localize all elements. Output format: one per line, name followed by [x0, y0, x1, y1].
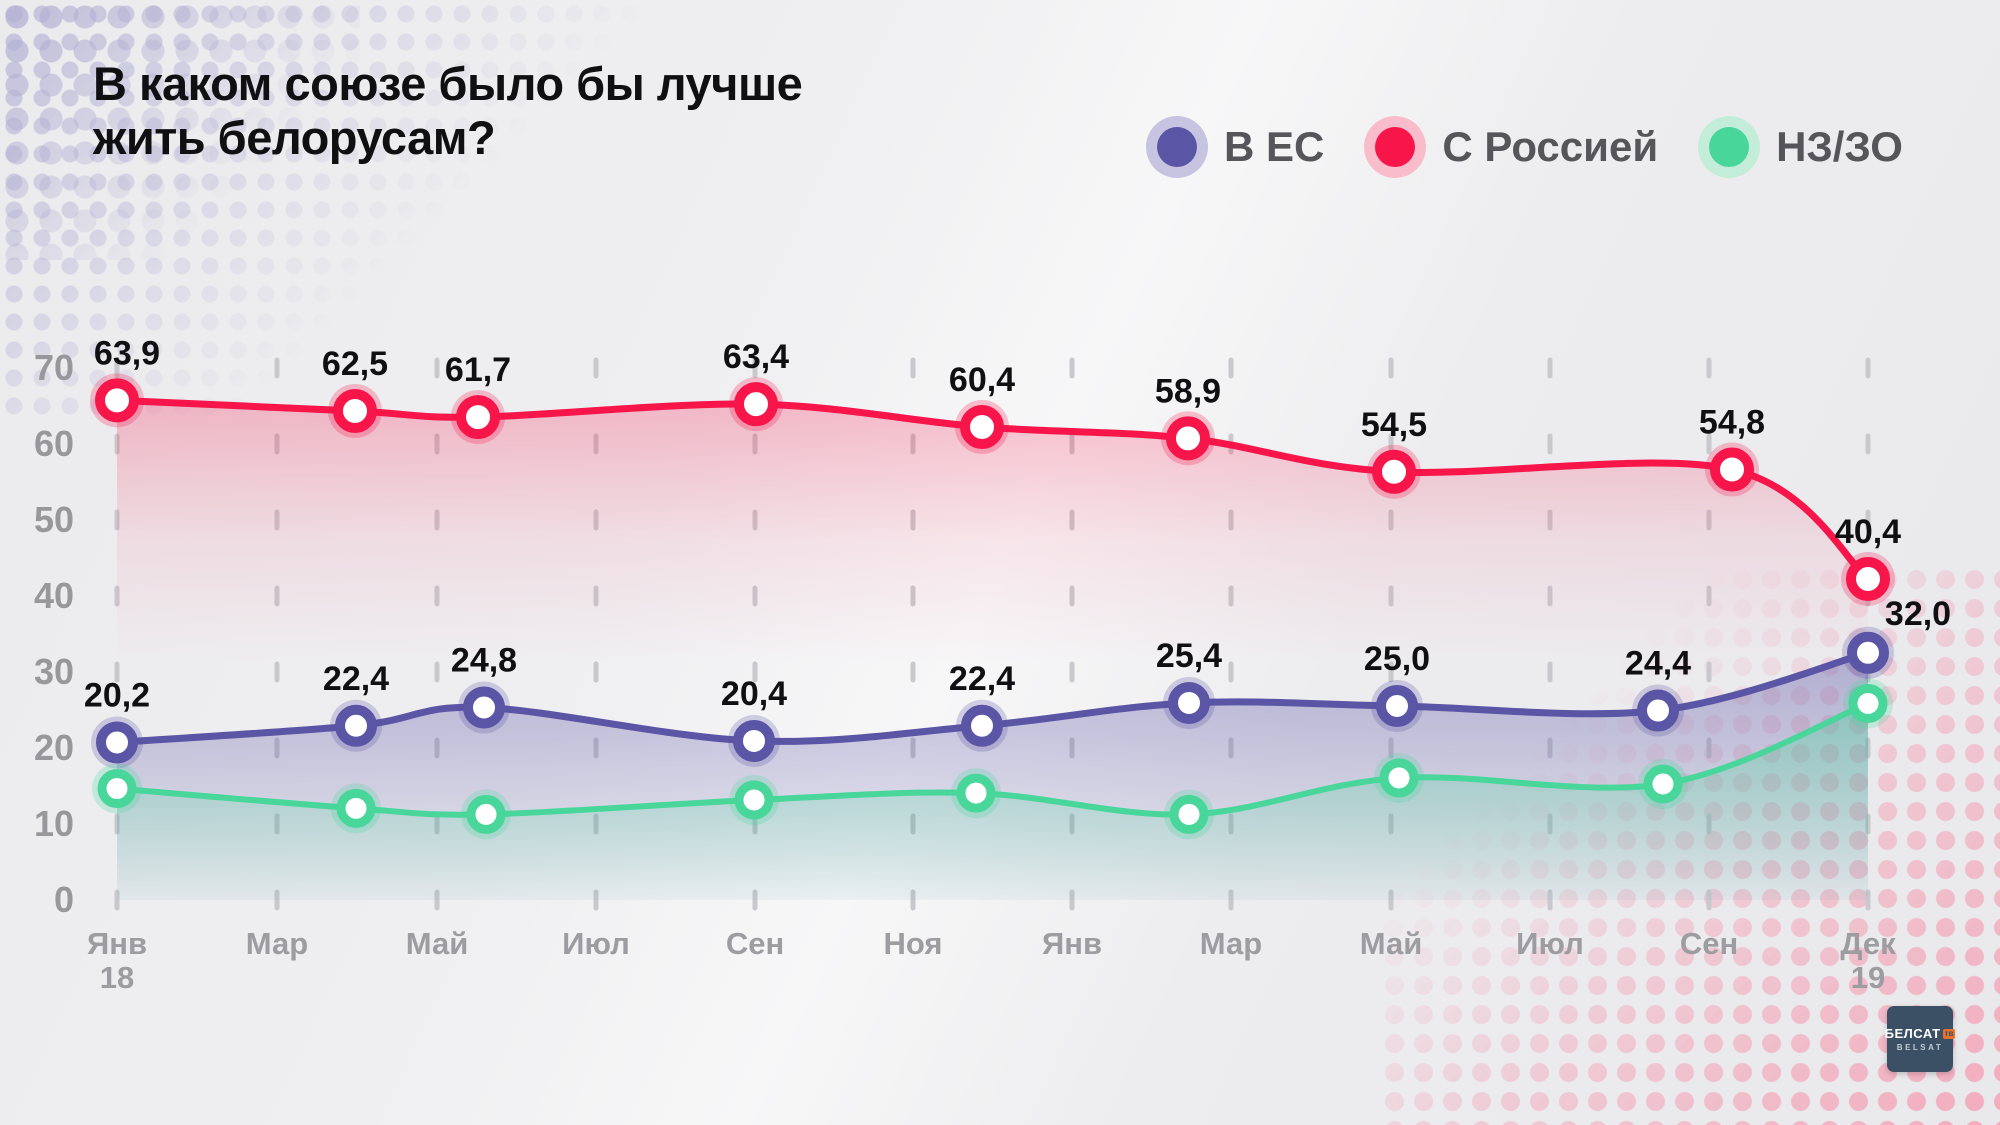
- belsat-logo-tv-badge: тв: [1942, 1028, 1956, 1039]
- legend-marker-eu-icon: [1146, 116, 1208, 178]
- data-label: 63,4: [723, 338, 789, 376]
- page-title-line1: В каком союзе было бы лучше: [93, 57, 803, 110]
- data-label: 25,0: [1364, 640, 1430, 678]
- y-tick-label: 70: [34, 347, 74, 388]
- legend: В ЕС С Россией НЗ/ЗО: [1146, 116, 1903, 178]
- data-label: 24,8: [451, 642, 517, 680]
- x-tick-year: 18: [100, 960, 134, 995]
- point-1-3: [728, 714, 780, 767]
- legend-item-russia: С Россией: [1364, 116, 1658, 178]
- data-label: 62,5: [322, 345, 388, 383]
- data-label: 20,2: [84, 676, 150, 714]
- point-2-7: [1638, 759, 1688, 809]
- y-tick-label: 40: [34, 575, 74, 616]
- point-1-2: [458, 681, 510, 734]
- data-label: 63,9: [94, 334, 160, 372]
- data-label: 20,4: [721, 675, 787, 713]
- x-tick-label: Мар: [246, 926, 308, 961]
- y-tick-label: 0: [54, 879, 74, 920]
- legend-marker-russia-icon: [1364, 116, 1427, 178]
- x-tick-label: Июл: [1516, 926, 1584, 961]
- point-1-1: [330, 699, 382, 752]
- point-1-5: [1163, 676, 1215, 729]
- point-2-3: [729, 774, 779, 825]
- page-title: В каком союзе было бы лучше жить белорус…: [93, 57, 803, 165]
- point-0-3: [729, 377, 783, 432]
- point-0-1: [328, 384, 382, 438]
- x-tick-label: Июл: [562, 926, 630, 961]
- point-0-0: [90, 373, 144, 428]
- y-tick-label: 60: [34, 423, 74, 464]
- x-tick-year: 19: [1851, 960, 1885, 995]
- legend-item-dk: НЗ/ЗО: [1698, 116, 1903, 178]
- data-label: 54,5: [1361, 406, 1427, 444]
- point-1-7: [1632, 684, 1684, 737]
- legend-item-eu: В ЕС: [1146, 116, 1324, 178]
- point-1-6: [1371, 680, 1423, 732]
- data-label: 22,4: [323, 660, 389, 698]
- y-tick-label: 50: [34, 499, 74, 540]
- legend-label-dk: НЗ/ЗО: [1776, 123, 1903, 170]
- data-label: 24,4: [1625, 645, 1691, 683]
- point-2-4: [951, 768, 1001, 819]
- point-1-0: [91, 716, 143, 769]
- point-1-8: [1842, 626, 1894, 679]
- page-title-line2: жить белорусам?: [93, 111, 496, 164]
- data-label: 22,4: [949, 660, 1015, 698]
- y-tick-label: 10: [34, 803, 74, 844]
- x-tick-label: Сен: [726, 926, 784, 961]
- data-label: 61,7: [445, 351, 511, 389]
- x-tick-label: Мар: [1200, 926, 1262, 961]
- x-tick-label: Янв: [87, 926, 147, 961]
- x-tick-label: Май: [406, 926, 469, 961]
- point-0-7: [1705, 442, 1759, 497]
- point-0-6: [1367, 444, 1421, 499]
- legend-marker-dk-icon: [1698, 116, 1761, 178]
- data-points: [90, 373, 1895, 840]
- x-tick-label: Май: [1360, 926, 1423, 961]
- point-2-8: [1843, 678, 1893, 729]
- area-fills: [117, 400, 1868, 900]
- legend-label-russia: С Россией: [1442, 123, 1659, 170]
- x-tick-label: Сен: [1680, 926, 1738, 961]
- data-label: 58,9: [1155, 372, 1221, 410]
- point-2-2: [461, 789, 511, 840]
- y-tick-label: 20: [34, 727, 74, 768]
- point-2-1: [331, 783, 381, 834]
- point-1-4: [956, 699, 1008, 752]
- x-tick-label: Ноя: [883, 926, 942, 961]
- point-0-8: [1841, 551, 1895, 606]
- x-tick-label: Дек: [1840, 926, 1896, 961]
- point-2-6: [1374, 752, 1424, 803]
- x-tick-label: Янв: [1042, 926, 1102, 961]
- data-label: 54,8: [1699, 404, 1765, 442]
- data-label: 40,4: [1835, 513, 1901, 551]
- belsat-logo-name: БЕЛСАТ: [1884, 1026, 1941, 1041]
- belsat-logo: БЕЛСАТ тв BELSAT: [1884, 1006, 1956, 1072]
- legend-label-eu: В ЕС: [1224, 123, 1325, 170]
- point-2-0: [92, 763, 142, 814]
- point-0-4: [955, 399, 1009, 454]
- y-tick-label: 30: [34, 651, 74, 692]
- belsat-logo-subname: BELSAT: [1896, 1043, 1944, 1052]
- y-axis-labels: 0 10 20 30 40 50 60 70: [34, 347, 74, 920]
- point-0-2: [451, 390, 505, 445]
- data-label: 60,4: [949, 361, 1015, 399]
- point-0-5: [1161, 411, 1215, 466]
- data-label: 25,4: [1156, 637, 1222, 675]
- data-label: 32,0: [1885, 595, 1951, 633]
- data-labels: 63,9 62,5 61,7 63,4 60,4 58,9 54,5 54,8 40,4 20,2…: [84, 334, 1951, 714]
- point-2-5: [1164, 789, 1214, 840]
